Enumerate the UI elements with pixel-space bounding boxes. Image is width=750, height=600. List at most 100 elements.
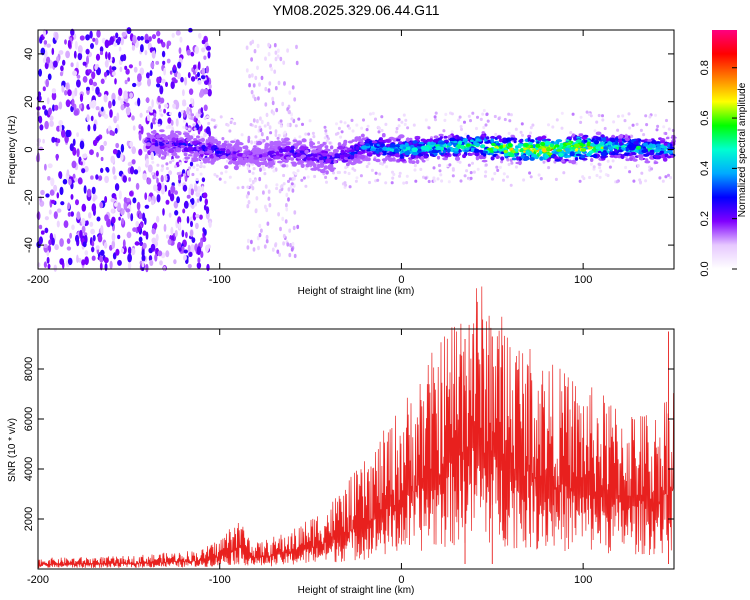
spectrogram-point bbox=[399, 154, 404, 159]
spectrogram-point bbox=[344, 166, 348, 170]
spectrogram-point bbox=[139, 112, 143, 118]
spectrogram-point bbox=[66, 169, 70, 177]
spectrogram-point bbox=[92, 37, 96, 42]
spectrogram-point bbox=[595, 131, 602, 136]
spectrogram-point bbox=[605, 137, 610, 142]
spectrogram-point bbox=[69, 143, 74, 152]
spectrogram-point bbox=[116, 202, 122, 211]
spectrogram-point bbox=[51, 91, 57, 101]
spectrogram-point bbox=[599, 169, 603, 173]
spectrogram-point bbox=[81, 203, 87, 212]
spectrogram-point bbox=[154, 175, 158, 179]
spectrogram-point bbox=[64, 39, 67, 45]
spectrogram-point bbox=[304, 149, 309, 155]
spectrogram-point bbox=[266, 221, 270, 226]
spectrogram-point bbox=[359, 174, 363, 178]
spectrogram-point bbox=[538, 150, 543, 155]
spectrogram-point bbox=[162, 208, 165, 216]
spectrogram-point bbox=[300, 154, 307, 158]
spectrogram-point bbox=[588, 175, 592, 180]
spectrogram-point bbox=[96, 216, 101, 222]
spectrogram-point bbox=[196, 145, 200, 151]
spectrogram-point bbox=[236, 186, 240, 190]
spectrogram-point bbox=[262, 190, 265, 195]
spectrogram-point bbox=[118, 46, 122, 52]
spectrogram-point bbox=[271, 100, 275, 106]
spectrogram-point bbox=[62, 59, 66, 66]
spectrogram-point bbox=[260, 75, 264, 81]
spectrogram-point bbox=[320, 162, 325, 166]
spectrogram-point bbox=[51, 47, 55, 56]
spectrogram-point bbox=[103, 94, 108, 103]
spectrogram-point bbox=[176, 72, 181, 80]
spectrogram-point bbox=[644, 179, 648, 183]
spectrogram-point bbox=[192, 140, 198, 145]
spectrogram-point bbox=[156, 215, 160, 223]
spectrogram-point bbox=[100, 156, 104, 162]
spectrogram-point bbox=[174, 190, 179, 195]
spectrogram-point bbox=[117, 36, 122, 43]
spectrogram-point bbox=[459, 125, 463, 129]
spectrogram-point bbox=[575, 153, 582, 157]
spectrogram-point bbox=[529, 131, 533, 135]
spectrogram-point bbox=[656, 124, 660, 128]
spectrogram-point bbox=[460, 127, 463, 131]
spectrogram-point bbox=[348, 126, 351, 130]
spectrogram-point bbox=[152, 117, 157, 125]
spectrogram-point bbox=[276, 136, 280, 140]
spectrogram-point bbox=[199, 161, 203, 165]
spectrogram-point bbox=[198, 32, 202, 39]
spectrogram-point bbox=[65, 82, 69, 90]
spectrogram-point bbox=[273, 69, 277, 74]
spectrogram-point bbox=[163, 103, 169, 108]
spectrogram-point bbox=[424, 146, 430, 152]
spectrogram-point bbox=[47, 263, 51, 269]
spectrogram-point bbox=[167, 134, 171, 138]
spectrogram-point bbox=[296, 224, 300, 230]
spectrogram-point bbox=[259, 167, 262, 172]
spectrogram-point bbox=[165, 199, 170, 205]
spectrogram-point bbox=[483, 174, 487, 178]
spectrogram-point bbox=[40, 189, 45, 196]
spectrogram-point bbox=[115, 32, 119, 39]
spectrogram-point bbox=[187, 127, 191, 131]
spectrogram-point bbox=[565, 142, 572, 146]
spectrogram-point bbox=[495, 165, 499, 169]
spectrogram-point bbox=[370, 148, 377, 152]
spectrogram-point bbox=[65, 99, 71, 108]
spectrogram-point bbox=[153, 146, 160, 150]
spectrogram-point bbox=[201, 67, 206, 76]
spectrogram-point bbox=[340, 149, 345, 154]
spectrogram-point bbox=[198, 150, 205, 155]
spectrogram-point bbox=[616, 128, 620, 132]
spectrogram-point bbox=[291, 85, 295, 90]
spectrogram-point bbox=[201, 177, 206, 183]
spectrogram-point bbox=[631, 123, 635, 127]
spectrogram-point bbox=[490, 156, 495, 161]
spectrogram-point bbox=[647, 152, 655, 156]
spectrogram-point bbox=[375, 149, 380, 154]
spectrogram-point bbox=[171, 32, 175, 38]
spectrogram-point bbox=[351, 139, 356, 143]
spectrogram-point bbox=[639, 180, 642, 184]
spectrogram-point bbox=[252, 157, 259, 160]
spectrogram-point bbox=[264, 86, 268, 92]
spectrogram-point bbox=[205, 126, 211, 135]
spectrogram-point bbox=[579, 115, 583, 119]
spectrogram-point bbox=[49, 60, 53, 69]
spectrogram-point bbox=[189, 150, 195, 154]
spectrogram-point bbox=[491, 177, 494, 181]
spectrogram-x-axis-title: Height of straight line (km) bbox=[298, 286, 415, 297]
snr-x-axis-title: Height of straight line (km) bbox=[298, 585, 415, 596]
spectrogram-point bbox=[288, 252, 292, 258]
spectrogram-point bbox=[336, 131, 340, 135]
snr-x-tick-label: 0 bbox=[398, 574, 404, 586]
spectrogram-point bbox=[264, 204, 267, 209]
spectrogram-point bbox=[288, 177, 292, 181]
spectrogram-point bbox=[132, 227, 137, 233]
spectrogram-point bbox=[202, 227, 206, 233]
spectrogram-point bbox=[48, 107, 52, 116]
spectrogram-point bbox=[186, 216, 190, 224]
spectrogram-point bbox=[134, 241, 140, 246]
spectrogram-point bbox=[39, 36, 43, 44]
